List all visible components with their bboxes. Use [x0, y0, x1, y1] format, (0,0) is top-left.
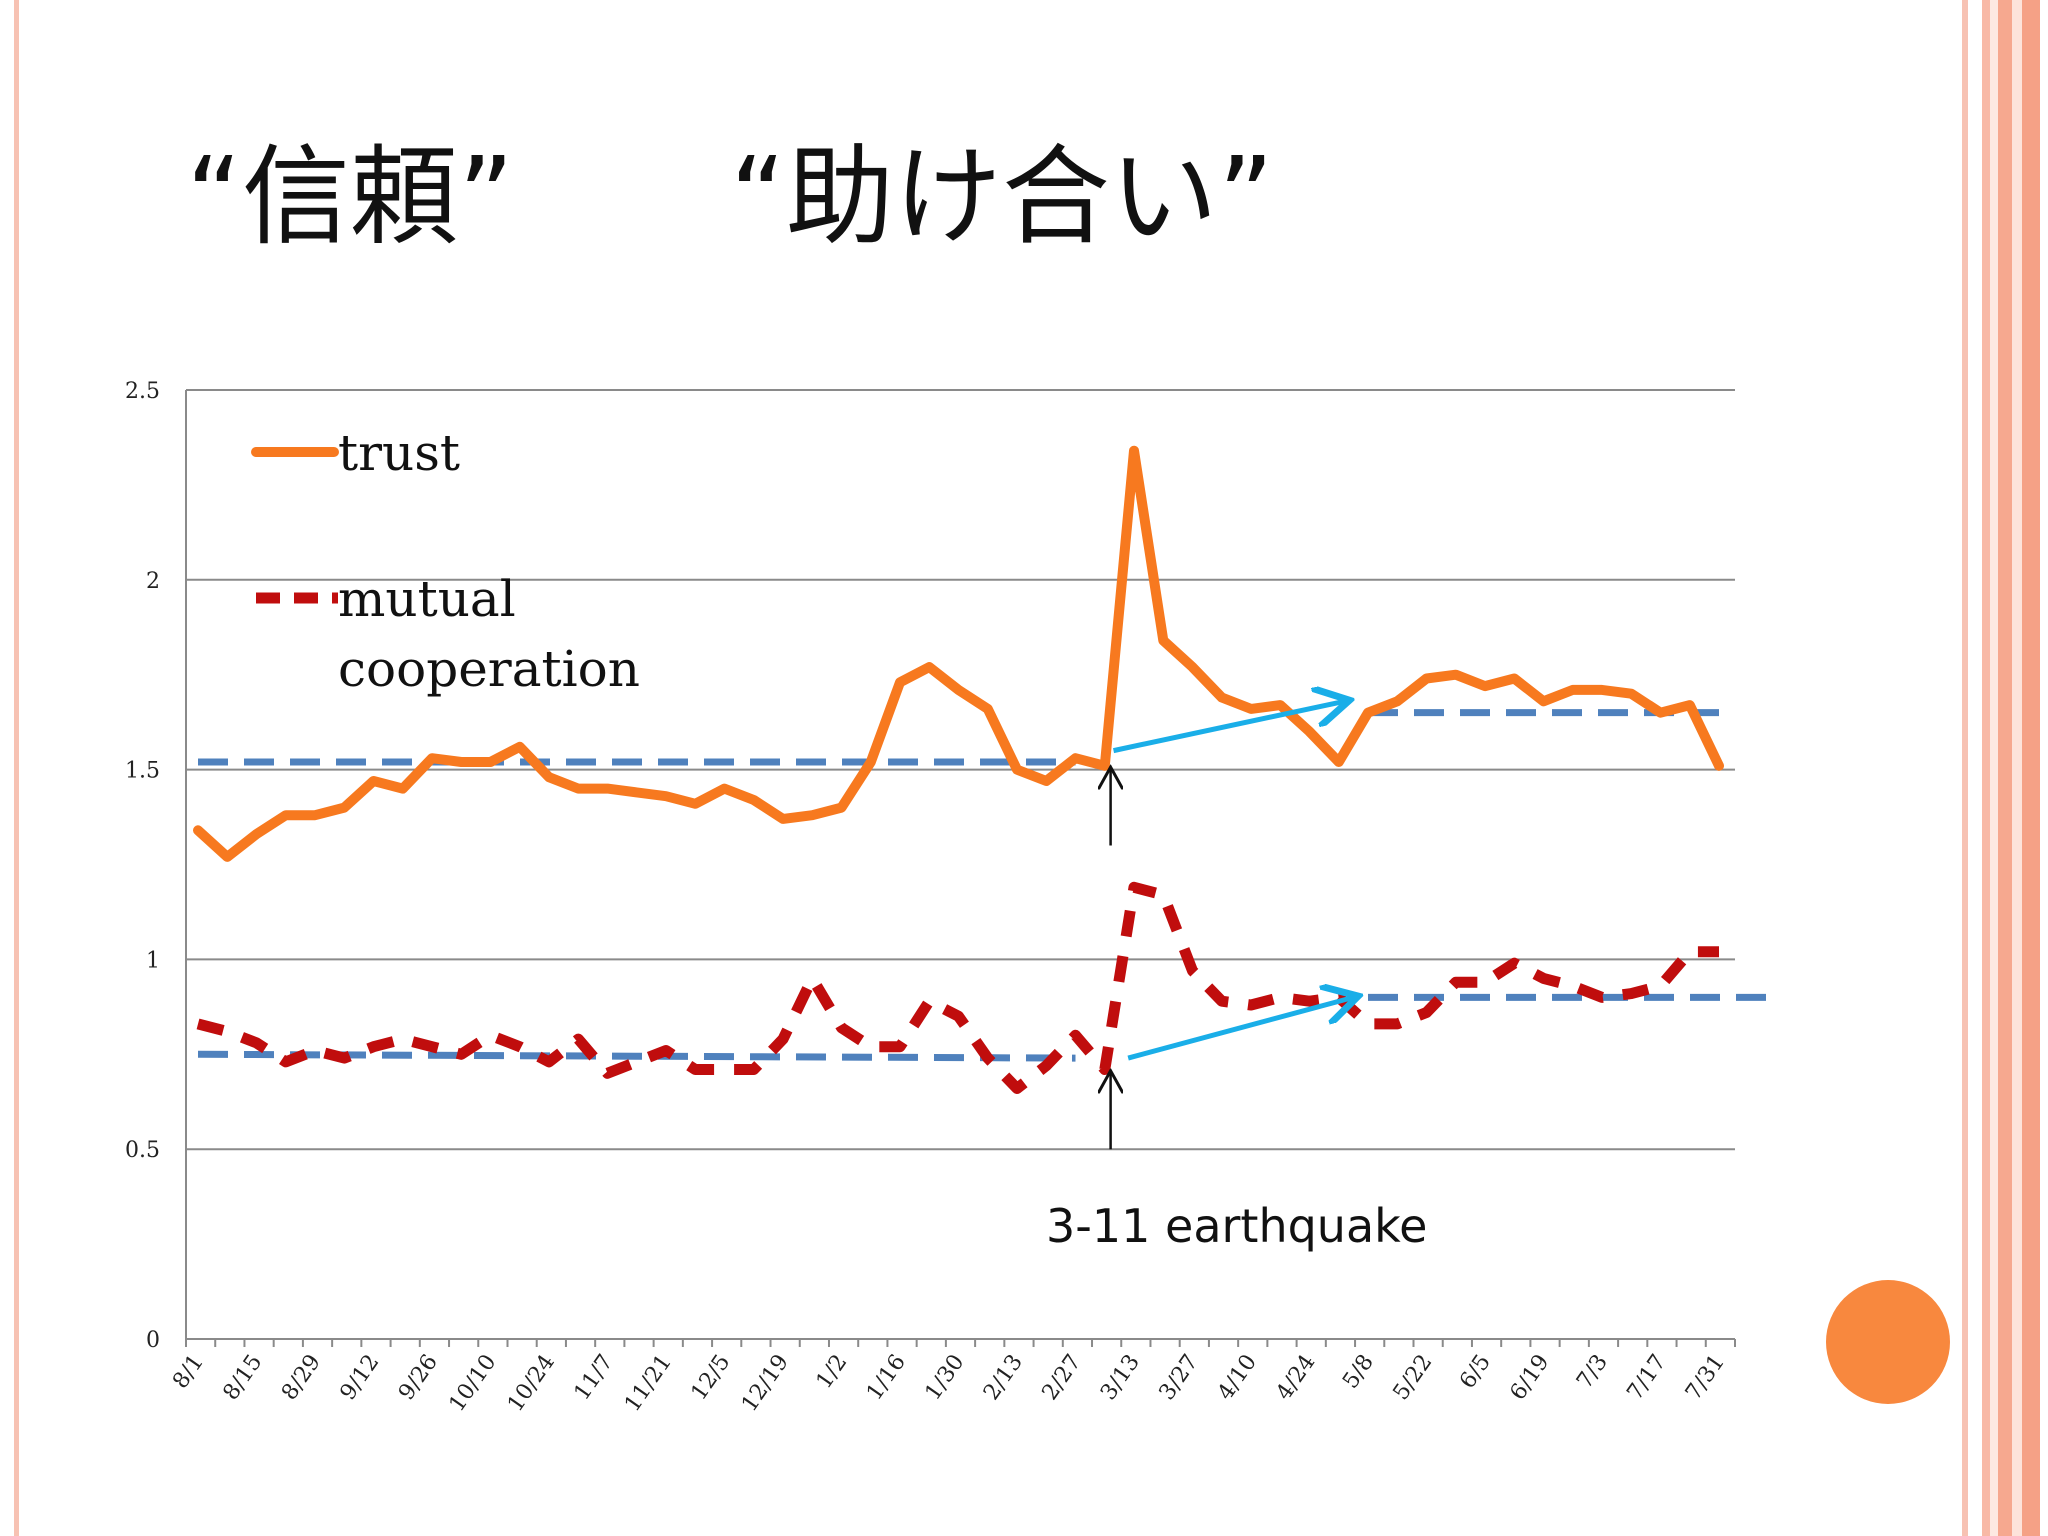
x-tick-label: 3/13 [1096, 1350, 1145, 1405]
x-tick-label: 8/29 [277, 1350, 326, 1405]
y-tick-label: 0 [146, 1328, 160, 1353]
x-tick-label: 3/27 [1155, 1350, 1204, 1405]
legend-label-mutual: cooperation [338, 640, 640, 698]
x-tick-label: 12/19 [737, 1350, 794, 1416]
legend: trust mutual cooperation [251, 424, 640, 698]
x-tick-label: 6/19 [1506, 1350, 1555, 1405]
slide-title: “信頼” “助け合い” [186, 135, 1274, 260]
x-tick-label: 5/22 [1389, 1350, 1438, 1405]
x-tick-label: 7/17 [1623, 1350, 1672, 1405]
series-layer [193, 445, 1724, 1094]
x-tick-label: 7/31 [1681, 1350, 1730, 1405]
x-tick-label: 8/1 [168, 1350, 209, 1393]
earthquake-annotation: 3-11 earthquake [1046, 1199, 1427, 1253]
x-tick-label: 4/10 [1213, 1350, 1262, 1405]
x-tick-label: 10/10 [445, 1350, 502, 1416]
axes: 0 0.5 1 1.5 2 2.5 8/1 8/15 8/29 9/12 9/26 10/10 10/2… [125, 379, 1736, 1416]
legend-label-trust: trust [338, 424, 460, 482]
x-tick-label: 6/5 [1455, 1350, 1496, 1393]
y-tick-label: 1 [146, 948, 160, 973]
x-tick-label: 11/7 [570, 1350, 619, 1405]
trend-lines [197, 709, 1778, 1062]
x-tick-label: 2/13 [979, 1350, 1028, 1405]
right-border-stripes [1962, 0, 2048, 1536]
y-tick-label: 1.5 [125, 759, 160, 784]
shift-arrow [1127, 997, 1353, 1061]
x-tick-label: 12/5 [687, 1350, 736, 1405]
shift-arrow [1113, 701, 1345, 754]
left-border-stripe [0, 0, 24, 1536]
line-chart: 3-11 earthquake 00.511.522.58/1 8/15 8/29 9… [125, 379, 1778, 1416]
x-tick-label: 10/24 [503, 1350, 560, 1416]
y-tick-label: 2 [146, 569, 160, 594]
x-tick-label: 11/21 [620, 1350, 677, 1416]
x-tick-label: 8/15 [219, 1350, 268, 1405]
x-tick-label: 1/2 [812, 1350, 853, 1393]
x-tick-label: 2/27 [1038, 1350, 1087, 1405]
x-tick-label: 1/30 [921, 1350, 970, 1405]
series-line-trust [193, 445, 1724, 862]
series-line-mutual [196, 881, 1719, 1094]
grid-layer [186, 389, 1735, 1151]
annotations: 3-11 earthquake [1046, 701, 1427, 1253]
x-tick-label: 4/24 [1272, 1350, 1321, 1405]
x-tick-label: 5/8 [1338, 1350, 1379, 1393]
legend-label-mutual: mutual [338, 570, 516, 628]
x-tick-label: 1/16 [862, 1350, 911, 1405]
y-tick-label: 2.5 [125, 379, 160, 404]
x-tick-label: 7/3 [1572, 1350, 1613, 1393]
decorative-orange-circle [1826, 1280, 1950, 1404]
y-tick-label: 0.5 [125, 1138, 160, 1163]
x-tick-label: 9/12 [336, 1350, 385, 1405]
x-tick-label: 9/26 [394, 1350, 443, 1405]
